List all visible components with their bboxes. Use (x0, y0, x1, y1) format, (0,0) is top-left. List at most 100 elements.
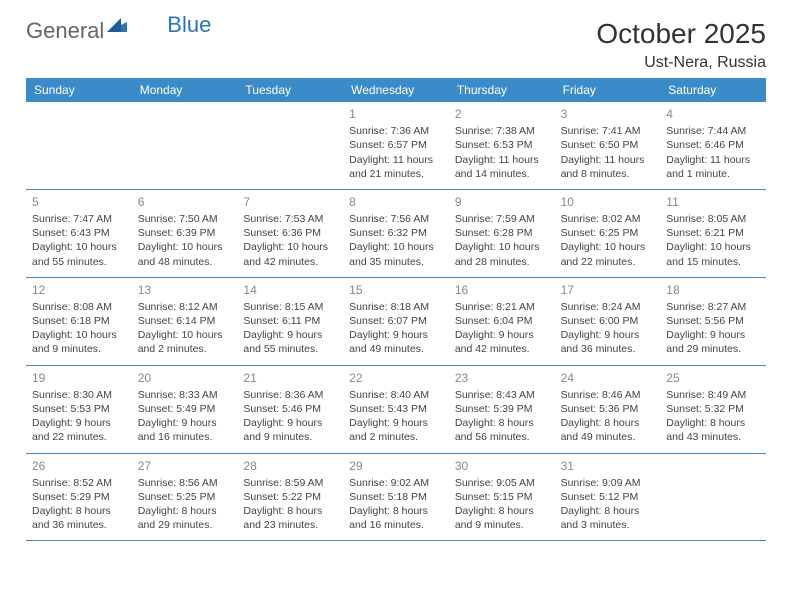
sunset-text: Sunset: 6:57 PM (349, 138, 443, 152)
daylight-text: Daylight: 9 hours and 42 minutes. (455, 328, 549, 356)
day-number: 23 (455, 370, 549, 386)
day-number: 5 (32, 194, 126, 210)
day-cell: 1Sunrise: 7:36 AMSunset: 6:57 PMDaylight… (343, 102, 449, 189)
day-cell: 7Sunrise: 7:53 AMSunset: 6:36 PMDaylight… (237, 190, 343, 277)
sunset-text: Sunset: 5:22 PM (243, 490, 337, 504)
sunset-text: Sunset: 6:39 PM (138, 226, 232, 240)
daylight-text: Daylight: 11 hours and 8 minutes. (561, 153, 655, 181)
day-cell: 23Sunrise: 8:43 AMSunset: 5:39 PMDayligh… (449, 366, 555, 453)
sunset-text: Sunset: 6:32 PM (349, 226, 443, 240)
day-cell: 31Sunrise: 9:09 AMSunset: 5:12 PMDayligh… (555, 454, 661, 541)
sunset-text: Sunset: 5:39 PM (455, 402, 549, 416)
sunset-text: Sunset: 6:46 PM (666, 138, 760, 152)
day-number: 8 (349, 194, 443, 210)
sunrise-text: Sunrise: 8:30 AM (32, 388, 126, 402)
day-cell: 30 Sunrise: 9:05 AMSunset: 5:15 PMDayligh… (449, 454, 555, 541)
day-number: 10 (561, 194, 655, 210)
sunrise-text: Sunrise: 7:36 AM (349, 124, 443, 138)
day-number: 13 (138, 282, 232, 298)
sunset-text: Sunset: 5:25 PM (138, 490, 232, 504)
week-row: 19Sunrise: 8:30 AMSunset: 5:53 PMDayligh… (26, 366, 766, 454)
sunrise-text: Sunrise: 8:05 AM (666, 212, 760, 226)
daylight-text: Daylight: 8 hours and 56 minutes. (455, 416, 549, 444)
logo-mark-icon (107, 12, 127, 38)
day-cell (660, 454, 766, 541)
daylight-text: Daylight: 10 hours and 28 minutes. (455, 240, 549, 268)
day-number: 25 (666, 370, 760, 386)
day-number: 16 (455, 282, 549, 298)
sunrise-text: Sunrise: 8:36 AM (243, 388, 337, 402)
day-cell: 3Sunrise: 7:41 AMSunset: 6:50 PMDaylight… (555, 102, 661, 189)
sunset-text: Sunset: 6:25 PM (561, 226, 655, 240)
week-row: 5Sunrise: 7:47 AMSunset: 6:43 PMDaylight… (26, 190, 766, 278)
daylight-text: Daylight: 10 hours and 42 minutes. (243, 240, 337, 268)
sunrise-text: Sunrise: 8:27 AM (666, 300, 760, 314)
day-number: 30 (455, 458, 549, 474)
day-cell: 2Sunrise: 7:38 AMSunset: 6:53 PMDaylight… (449, 102, 555, 189)
sunset-text: Sunset: 5:12 PM (561, 490, 655, 504)
daylight-text: Daylight: 8 hours and 43 minutes. (666, 416, 760, 444)
daylight-text: Daylight: 8 hours and 16 minutes. (349, 504, 443, 532)
day-cell: 19Sunrise: 8:30 AMSunset: 5:53 PMDayligh… (26, 366, 132, 453)
title-block: October 2025 Ust-Nera, Russia (596, 18, 766, 72)
sunrise-text: Sunrise: 7:44 AM (666, 124, 760, 138)
day-cell: 17Sunrise: 8:24 AMSunset: 6:00 PMDayligh… (555, 278, 661, 365)
day-number: 21 (243, 370, 337, 386)
day-number: 26 (32, 458, 126, 474)
day-number: 22 (349, 370, 443, 386)
daylight-text: Daylight: 8 hours and 9 minutes. (455, 504, 549, 532)
sunrise-text: Sunrise: 8:24 AM (561, 300, 655, 314)
daylight-text: Daylight: 9 hours and 16 minutes. (138, 416, 232, 444)
sunset-text: Sunset: 6:04 PM (455, 314, 549, 328)
sunset-text: Sunset: 6:50 PM (561, 138, 655, 152)
daylight-text: Daylight: 10 hours and 55 minutes. (32, 240, 126, 268)
day-cell: 18Sunrise: 8:27 AMSunset: 5:56 PMDayligh… (660, 278, 766, 365)
day-cell: 15Sunrise: 8:18 AMSunset: 6:07 PMDayligh… (343, 278, 449, 365)
day-number: 6 (138, 194, 232, 210)
sunset-text: Sunset: 5:49 PM (138, 402, 232, 416)
dayhead-sun: Sunday (26, 78, 132, 102)
day-cell: 25Sunrise: 8:49 AMSunset: 5:32 PMDayligh… (660, 366, 766, 453)
daylight-text: Daylight: 8 hours and 3 minutes. (561, 504, 655, 532)
sunrise-text: Sunrise: 8:59 AM (243, 476, 337, 490)
day-cell: 27Sunrise: 8:56 AMSunset: 5:25 PMDayligh… (132, 454, 238, 541)
header: General Blue October 2025 Ust-Nera, Russ… (26, 18, 766, 72)
daylight-text: Daylight: 8 hours and 29 minutes. (138, 504, 232, 532)
sunset-text: Sunset: 6:14 PM (138, 314, 232, 328)
sunrise-text: Sunrise: 8:46 AM (561, 388, 655, 402)
dayhead-thu: Thursday (449, 78, 555, 102)
day-number: 2 (455, 106, 549, 122)
day-cell (132, 102, 238, 189)
logo-text-blue: Blue (167, 12, 211, 38)
sunrise-text: Sunrise: 8:15 AM (243, 300, 337, 314)
sunrise-text: Sunrise: 7:53 AM (243, 212, 337, 226)
day-cell: 22Sunrise: 8:40 AMSunset: 5:43 PMDayligh… (343, 366, 449, 453)
sunrise-text: Sunrise: 8:33 AM (138, 388, 232, 402)
sunset-text: Sunset: 5:36 PM (561, 402, 655, 416)
sunset-text: Sunset: 5:32 PM (666, 402, 760, 416)
day-cell: 28Sunrise: 8:59 AMSunset: 5:22 PMDayligh… (237, 454, 343, 541)
sunrise-text: Sunrise: 7:56 AM (349, 212, 443, 226)
logo: General Blue (26, 18, 211, 44)
dayhead-fri: Friday (555, 78, 661, 102)
daylight-text: Daylight: 11 hours and 1 minute. (666, 153, 760, 181)
day-cell (26, 102, 132, 189)
daylight-text: Daylight: 10 hours and 22 minutes. (561, 240, 655, 268)
sunrise-text: Sunrise: 8:08 AM (32, 300, 126, 314)
day-cell: 9Sunrise: 7:59 AMSunset: 6:28 PMDaylight… (449, 190, 555, 277)
sunrise-text: Sunrise: 8:02 AM (561, 212, 655, 226)
day-cell: 29Sunrise: 9:02 AMSunset: 5:18 PMDayligh… (343, 454, 449, 541)
daylight-text: Daylight: 9 hours and 29 minutes. (666, 328, 760, 356)
sunrise-text: Sunrise: 9:05 AM (455, 476, 549, 490)
sunset-text: Sunset: 5:46 PM (243, 402, 337, 416)
day-number: 9 (455, 194, 549, 210)
sunrise-text: Sunrise: 7:47 AM (32, 212, 126, 226)
sunrise-text: Sunrise: 9:09 AM (561, 476, 655, 490)
sunset-text: Sunset: 5:15 PM (455, 490, 549, 504)
day-number: 24 (561, 370, 655, 386)
weeks-container: 1Sunrise: 7:36 AMSunset: 6:57 PMDaylight… (26, 102, 766, 541)
logo-text-general: General (26, 18, 104, 44)
sunset-text: Sunset: 6:07 PM (349, 314, 443, 328)
day-number: 3 (561, 106, 655, 122)
day-cell: 5Sunrise: 7:47 AMSunset: 6:43 PMDaylight… (26, 190, 132, 277)
